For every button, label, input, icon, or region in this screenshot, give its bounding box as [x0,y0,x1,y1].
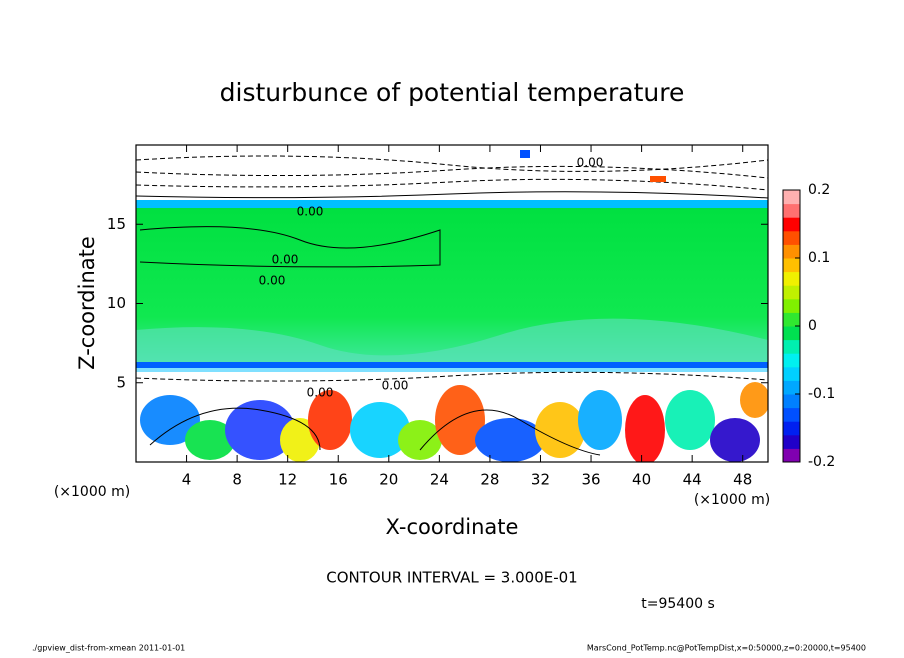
contour-label: 0.00 [297,205,324,219]
colorbar-cell [783,271,800,286]
contour-interval: CONTOUR INTERVAL = 3.000E-01 [326,569,577,587]
x-tick-label: 32 [531,471,550,489]
contour-field [136,145,768,462]
colorbar-cell [783,244,800,259]
x-axis-label: X-coordinate [386,515,519,539]
colorbar-cell [783,298,800,313]
y-tick-label: 5 [116,373,126,391]
colorbar-cell [783,312,800,327]
contour-label: 0.00 [307,386,334,400]
colorbar-cell [783,421,800,436]
colorbar-cell [783,394,800,409]
colorbar-tick-label: -0.2 [808,454,835,470]
colorbar-tick-label: 0 [808,318,817,334]
colorbar-tick-label: 0.1 [808,250,830,266]
y-tick-label: 15 [107,215,126,233]
x-tick-label: 4 [182,471,192,489]
colorbar-cell [783,285,800,300]
colorbar-cell [783,339,800,354]
colorbar-cell [783,230,800,245]
x-unit: (×1000 m) [694,492,770,508]
contour-label: 0.00 [272,253,299,267]
colorbar-cell [783,353,800,368]
y-unit: (×1000 m) [54,484,130,500]
contour-label: 0.00 [259,274,286,288]
x-tick-label: 16 [329,471,348,489]
colorbar-cell [783,190,800,205]
colorbar-cell [783,380,800,395]
footer-right: MarsCond_PotTemp.nc@PotTempDist,x=0:5000… [587,644,866,653]
x-tick-label: 12 [278,471,297,489]
colorbar-cell [783,203,800,218]
colorbar-cell [783,326,800,341]
x-tick-label: 40 [632,471,651,489]
colorbar-cell [783,407,800,422]
footer-left: ./gpview_dist-from-xmean 2011-01-01 [32,644,185,653]
colorbar-cell [783,434,800,449]
colorbar-cell [783,448,800,463]
colorbar-cell [783,217,800,232]
contour-label: 0.00 [382,379,409,393]
chart-title: disturbunce of potential temperature [220,78,685,107]
x-tick-label: 8 [232,471,242,489]
colorbar-cell [783,366,800,381]
colorbar-tick-label: 0.2 [808,182,830,198]
x-tick-label: 28 [480,471,499,489]
colorbar-tick-label: -0.1 [808,386,835,402]
contour-label: 0.00 [577,156,604,170]
y-tick-label: 10 [107,294,126,312]
x-tick-label: 36 [581,471,600,489]
x-tick-label: 24 [430,471,449,489]
x-tick-label: 48 [733,471,752,489]
colorbar-cell [783,258,800,273]
x-tick-label: 20 [379,471,398,489]
y-axis-label: Z-coordinate [75,236,99,370]
x-tick-label: 44 [683,471,702,489]
time-label: t=95400 s [641,596,715,612]
